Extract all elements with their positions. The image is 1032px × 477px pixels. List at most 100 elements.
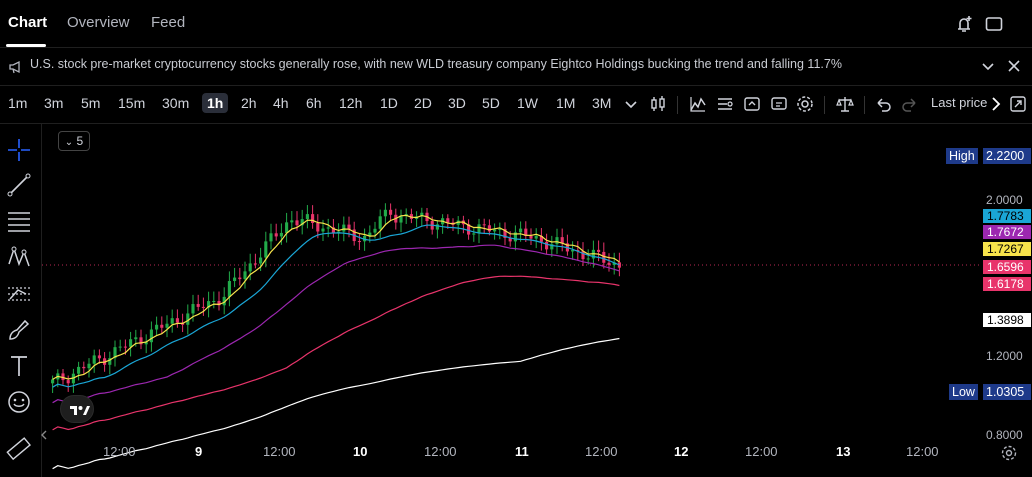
tradingview-logo[interactable] xyxy=(60,395,94,423)
interval-2h[interactable]: 2h xyxy=(241,95,257,111)
interval-2d[interactable]: 2D xyxy=(414,95,432,111)
candle-body xyxy=(550,244,554,250)
interval-3d[interactable]: 3D xyxy=(448,95,466,111)
legend-collapse-button[interactable]: ⌄ 5 xyxy=(58,131,90,151)
ma-line-red xyxy=(52,275,620,431)
news-bar[interactable]: U.S. stock pre-market cryptocurrency sto… xyxy=(0,48,1032,86)
candle-body xyxy=(82,366,86,369)
text-icon[interactable] xyxy=(6,353,32,379)
interval-6h[interactable]: 6h xyxy=(306,95,322,111)
candle-body xyxy=(539,235,543,242)
close-icon[interactable] xyxy=(1007,59,1021,73)
chevron-right-icon[interactable] xyxy=(987,95,1005,113)
active-tab-indicator xyxy=(6,44,46,47)
candle-body xyxy=(571,250,575,252)
indicators-icon[interactable] xyxy=(689,95,707,113)
high-label: High xyxy=(946,148,978,164)
candle-body xyxy=(233,277,237,282)
candle-body xyxy=(77,366,81,374)
candle-body xyxy=(487,225,491,232)
candle-body xyxy=(207,301,211,308)
candle-body xyxy=(467,224,471,235)
time-label: 12:00 xyxy=(745,444,778,459)
ma-line-purple xyxy=(52,244,620,404)
candle-body xyxy=(373,228,377,233)
pattern-icon[interactable] xyxy=(6,244,32,270)
interval-1w[interactable]: 1W xyxy=(517,95,538,111)
interval-dropdown-icon[interactable] xyxy=(622,95,640,113)
interval-3m[interactable]: 3m xyxy=(44,95,64,111)
fullscreen-window-icon[interactable] xyxy=(984,14,1004,34)
candle-body xyxy=(285,222,289,233)
crosshair-icon[interactable] xyxy=(6,137,32,163)
interval-30m[interactable]: 30m xyxy=(162,95,190,111)
interval-5d[interactable]: 5D xyxy=(482,95,500,111)
emoji-icon[interactable] xyxy=(6,389,32,415)
candlestick-chart[interactable] xyxy=(42,124,1032,477)
candle-body xyxy=(295,220,299,226)
toolbar-divider xyxy=(824,96,825,114)
candle-body xyxy=(331,227,335,234)
replay-icon[interactable] xyxy=(770,95,788,113)
candle-body xyxy=(321,228,325,232)
interval-1m[interactable]: 1m xyxy=(8,95,28,111)
candle-body xyxy=(196,304,200,307)
time-label-day: 13 xyxy=(836,444,851,459)
candle-body xyxy=(602,251,606,263)
candle-body xyxy=(165,323,169,328)
forecast-icon[interactable] xyxy=(6,280,32,306)
candle-body xyxy=(612,262,616,265)
chevron-down-icon[interactable] xyxy=(981,59,995,73)
candles-icon[interactable] xyxy=(649,95,667,113)
horizontal-lines-icon[interactable] xyxy=(6,207,32,233)
candle-body xyxy=(191,304,195,314)
candle-body xyxy=(227,281,231,297)
candle-body xyxy=(342,224,346,232)
interval-1mo[interactable]: 1M xyxy=(556,95,576,111)
tab-chart[interactable]: Chart xyxy=(8,14,48,31)
templates-icon[interactable] xyxy=(716,95,734,113)
candle-body xyxy=(217,300,221,306)
trend-line-icon[interactable] xyxy=(6,172,32,198)
redo-icon[interactable] xyxy=(901,95,919,113)
time-label: 12:00 xyxy=(103,444,136,459)
time-label-day: 11 xyxy=(515,444,529,459)
gear-icon[interactable] xyxy=(1000,444,1018,462)
candle-body xyxy=(243,271,247,280)
candle-body xyxy=(170,318,174,324)
gear-icon[interactable] xyxy=(796,95,814,113)
candle-body xyxy=(581,251,585,260)
interval-1d[interactable]: 1D xyxy=(380,95,398,111)
candle-body xyxy=(238,277,242,280)
tab-feed[interactable]: Feed xyxy=(151,14,186,31)
compare-scale-icon[interactable] xyxy=(836,95,854,113)
ruler-icon[interactable] xyxy=(6,436,32,462)
candle-body xyxy=(300,219,304,226)
ma-line-cyan xyxy=(52,224,620,388)
expand-icon[interactable] xyxy=(1009,95,1027,113)
drawing-tools-sidebar xyxy=(0,124,47,477)
alert-add-icon[interactable] xyxy=(954,14,974,34)
candle-body xyxy=(144,342,148,345)
candle-body xyxy=(607,262,611,265)
interval-5m[interactable]: 5m xyxy=(81,95,101,111)
candle-body xyxy=(498,228,502,230)
ma-line-white xyxy=(52,337,620,470)
alert-icon[interactable] xyxy=(743,95,761,113)
megaphone-icon xyxy=(9,60,20,74)
news-headline[interactable]: U.S. stock pre-market cryptocurrency sto… xyxy=(30,57,842,71)
interval-15m[interactable]: 15m xyxy=(118,95,146,111)
candle-body xyxy=(477,224,481,234)
chart-area[interactable] xyxy=(42,124,1032,477)
interval-1h[interactable]: 1h xyxy=(202,93,229,113)
interval-4h[interactable]: 4h xyxy=(273,95,289,111)
interval-3mo[interactable]: 3M xyxy=(592,95,612,111)
sidebar-expand-icon[interactable] xyxy=(40,429,48,441)
undo-icon[interactable] xyxy=(874,95,892,113)
tab-overview[interactable]: Overview xyxy=(67,14,130,31)
last-price-label[interactable]: Last price xyxy=(931,95,988,110)
brush-icon[interactable] xyxy=(6,317,32,343)
interval-12h[interactable]: 12h xyxy=(339,95,363,111)
candle-body xyxy=(279,232,283,237)
ma-price-tag: 1.3898 xyxy=(983,313,1031,327)
